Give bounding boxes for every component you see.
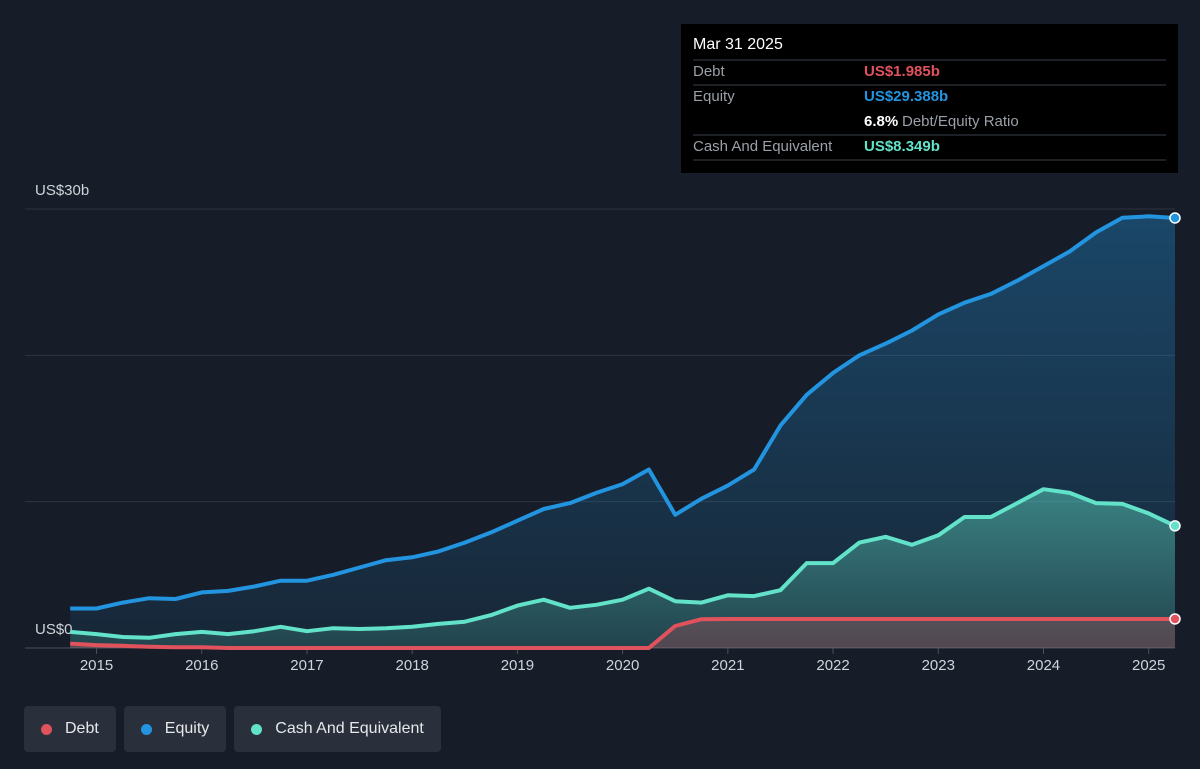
tooltip-ratio-label: Debt/Equity Ratio <box>902 113 1019 130</box>
area <box>70 489 1176 648</box>
x-tick-label: 2019 <box>501 657 534 674</box>
legend-item[interactable]: Debt <box>24 706 116 752</box>
legend: Debt Equity Cash And Equivalent <box>24 706 441 752</box>
legend-item[interactable]: Equity <box>123 706 227 752</box>
x-tick-label: 2024 <box>1027 657 1060 674</box>
tooltip-box <box>681 24 1178 173</box>
area <box>70 619 1176 648</box>
tooltip-label: Cash And Equivalent <box>693 138 833 155</box>
legend-label: Debt <box>65 720 99 737</box>
line <box>70 487 1176 640</box>
line <box>70 214 1176 611</box>
legend-label: Equity <box>164 720 210 737</box>
y-tick-label: US$30b <box>35 182 89 199</box>
chart: US$0 US$30b 2015 2016 2017 2018 2019 2020 2021 20… <box>25 24 1181 674</box>
line <box>70 617 1175 650</box>
tooltip-value: US$1.985b <box>864 63 940 80</box>
x-tick-label: 2017 <box>290 657 323 674</box>
tooltip-value: US$29.388b <box>864 88 948 105</box>
tooltip-value: US$8.349b <box>864 138 940 155</box>
x-tick-label: 2015 <box>80 657 113 674</box>
legend-item[interactable]: Cash And Equivalent <box>234 706 441 752</box>
y-tick-label: US$0 <box>35 621 73 638</box>
end-marker <box>1169 212 1181 224</box>
legend-label: Cash And Equivalent <box>275 720 424 737</box>
tooltip-label: Debt <box>693 63 726 80</box>
tooltip-label: Equity <box>693 88 735 105</box>
x-tick-label: 2020 <box>606 657 639 674</box>
x-tick-label: 2023 <box>922 657 955 674</box>
x-tick-label: 2022 <box>816 657 849 674</box>
tooltip-ratio: 6.8% <box>864 113 898 130</box>
legend-dot <box>140 723 152 735</box>
x-tick-label: 2018 <box>396 657 429 674</box>
x-tick-label: 2016 <box>185 657 218 674</box>
end-marker <box>1169 520 1181 532</box>
legend-dot <box>41 723 52 735</box>
x-tick-label: 2021 <box>711 657 744 674</box>
tooltip-date: Mar 31 2025 <box>693 36 783 53</box>
legend-dot <box>251 723 263 735</box>
x-tick-label: 2025 <box>1132 657 1165 674</box>
end-marker <box>1169 613 1181 625</box>
